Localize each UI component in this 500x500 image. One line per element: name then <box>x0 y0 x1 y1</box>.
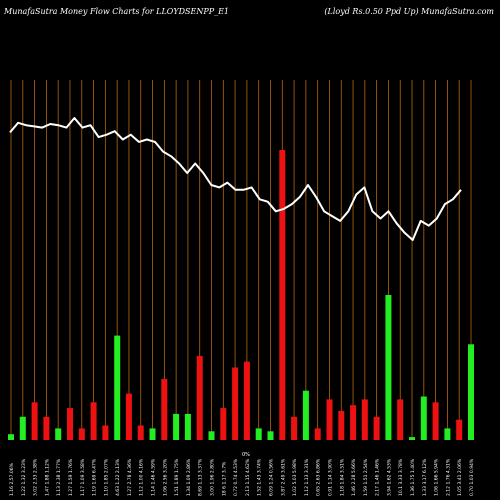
money-flow-bar <box>208 431 215 440</box>
x-tick-label: 0.70 1.03 0.94% <box>469 458 475 496</box>
money-flow-bar <box>432 402 439 440</box>
money-flow-bar <box>67 408 73 440</box>
x-tick-label: 2.13 1.15 4.62% <box>245 458 251 496</box>
money-flow-bar <box>338 411 345 440</box>
x-tick-label: 3.00 1.96 2.80% <box>210 458 216 496</box>
x-tick-label: 1.16 2,57.06% <box>9 462 15 496</box>
x-tick-label: 1.13 2.38 1.77% <box>56 458 62 496</box>
money-flow-bar <box>196 355 203 440</box>
money-flow-bar <box>102 425 109 440</box>
x-extra-label: 0% <box>242 452 250 458</box>
x-tick-label: 1.22 1.32 3.23% <box>21 458 27 496</box>
money-flow-bar <box>90 402 97 440</box>
x-tick-label: 1.52 1.43 3.74% <box>257 458 263 496</box>
money-flow-bar <box>114 335 121 440</box>
money-flow-bar <box>385 295 392 440</box>
x-tick-label: 1.46 2.28 5.66% <box>351 458 357 496</box>
x-tick-label: 2.12 1.76 4.31% <box>445 458 451 496</box>
money-flow-bar <box>78 428 85 440</box>
x-tick-label: 1.27 2.78 4.36% <box>127 458 133 496</box>
money-flow-bar <box>161 379 168 440</box>
gridlines <box>10 80 472 440</box>
money-flow-bar <box>291 416 298 440</box>
money-flow-bar <box>255 428 262 440</box>
x-tick-label: 6.09 1.24 0.56% <box>269 458 275 496</box>
x-tick-label: 1.51 1.89 1.75% <box>174 458 180 496</box>
x-tick-label: 0.72 0.74 4.53% <box>233 458 239 496</box>
x-tick-label: 1.33 3.17 6.12% <box>422 458 428 496</box>
chart-title: MunafaSutra Money Flow Charts for LLOYDS… <box>4 7 230 16</box>
money-flow-bar <box>420 396 427 440</box>
x-tick-label: 1.19 1.69 6.47% <box>92 458 98 496</box>
x-tick-label: 3.94 1.62 4.53% <box>386 458 392 496</box>
x-tick-label: 2.17 1.46 1.46% <box>375 458 381 496</box>
money-flow-bar <box>184 413 191 440</box>
money-flow-bar <box>468 344 474 440</box>
x-tick-label: 1.12 1.00 4.16% <box>139 458 145 496</box>
x-tick-label: 18 6 1.17 3.7% <box>221 461 227 496</box>
money-flow-bar <box>314 428 321 440</box>
x-tick-label: 8.69 1.13 3.37% <box>198 458 204 496</box>
money-flow-bar <box>55 428 62 440</box>
x-tick-label: 10.1 3.33 3.78% <box>398 458 404 496</box>
x-tick-label: 1.27 1.59 1.76% <box>68 458 74 496</box>
money-flow-bar <box>8 434 14 440</box>
money-flow-bar <box>302 390 309 440</box>
money-flow-bar <box>326 399 333 440</box>
money-flow-bar <box>149 428 156 440</box>
money-flow-bars <box>8 150 474 440</box>
money-flow-bar <box>267 431 274 440</box>
money-flow-bar <box>125 393 132 440</box>
money-flow-bar <box>444 428 451 440</box>
x-tick-label: 1.12 1.13 3.31% <box>304 458 310 496</box>
x-tick-label: 1.36 1.75 1.40% <box>410 458 416 496</box>
x-tick-label: 3.87 2.49 3.61% <box>280 458 286 496</box>
money-flow-bar <box>173 413 180 440</box>
x-tick-label: 0.91 1.14 3.90% <box>328 458 334 496</box>
x-tick-label: 1.18 1.84 3.51% <box>339 458 345 496</box>
x-tick-label: 1.10 1.85 2.07% <box>103 458 109 496</box>
chart-subtitle: (Lloyd Rs.0.50 Ppd Up) MunafaSutra.com <box>324 7 494 16</box>
x-tick-label: 4.63 1.22 2.13% <box>115 458 121 496</box>
money-flow-bar <box>137 425 144 440</box>
money-flow-bar <box>397 399 404 440</box>
money-flow-bar <box>243 361 250 440</box>
money-flow-bar <box>19 416 26 440</box>
money-flow-bar <box>31 402 38 440</box>
x-tick-label: 3.02 2.33 2.38% <box>33 458 39 496</box>
x-tick-label: 1.34 1.09 2.86% <box>186 458 192 496</box>
money-flow-bar <box>456 419 463 440</box>
x-tick-label: 1.06 2.56 3.20% <box>162 458 168 496</box>
money-flow-bar <box>43 416 50 440</box>
x-tick-label: 1.06 1.66 5.94% <box>434 458 440 496</box>
money-flow-bar <box>361 399 368 440</box>
x-tick-label: 0.65 2.63 6.86% <box>316 458 322 496</box>
x-tick-labels: 1.16 2,57.06% 1.22 1.32 3.23% 3.02 2.33 2.… <box>9 452 475 496</box>
x-tick-label: 1.17 1.09 3.58% <box>80 458 86 496</box>
money-flow-bar <box>373 416 380 440</box>
x-tick-label: 1.14 1.46 4.59% <box>151 458 157 496</box>
money-flow-bar <box>350 405 357 440</box>
money-flow-bar <box>220 408 227 440</box>
x-tick-label: 1.02 5.03 5.98% <box>292 458 298 496</box>
money-flow-bar <box>279 150 286 440</box>
money-flow-bar <box>409 437 415 440</box>
x-tick-label: 1.05 3.41 2.06% <box>457 458 463 496</box>
money-flow-bar <box>232 367 239 440</box>
x-tick-label: 1.59 1.51 2.54% <box>363 458 369 496</box>
price-line <box>9 117 462 241</box>
x-tick-label: 1.47 1.88 1.12% <box>44 458 50 496</box>
